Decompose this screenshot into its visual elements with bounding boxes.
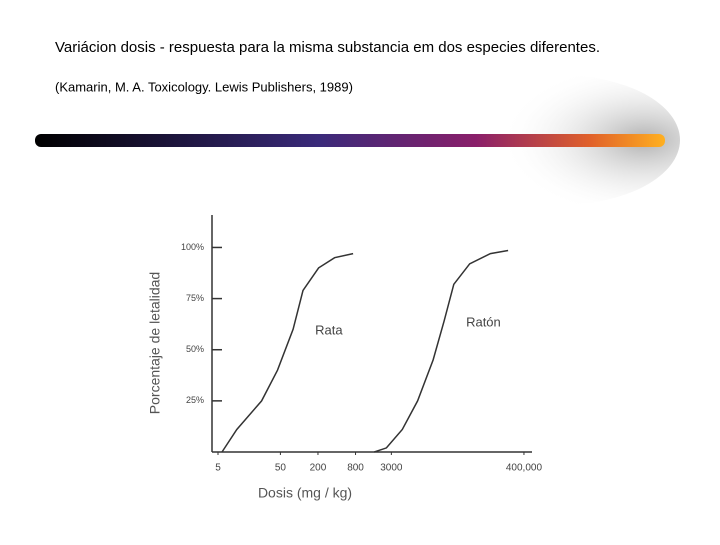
x-tick-label: 200 — [310, 463, 327, 474]
slide-title: Variácion dosis - respuesta para la mism… — [55, 39, 600, 56]
x-tick-label: 400,000 — [506, 463, 543, 474]
series-line — [374, 249, 509, 453]
x-tick-label: 5 — [215, 463, 221, 474]
series-line — [221, 252, 354, 453]
x-tick-label: 800 — [347, 463, 364, 474]
y-tick-label: 75% — [186, 293, 204, 303]
citation: (Kamarin, M. A. Toxicology. Lewis Publis… — [55, 79, 353, 94]
decor-bar — [35, 134, 665, 147]
y-tick-label: 50% — [186, 344, 204, 354]
x-axis-label: Dosis (mg / kg) — [258, 485, 352, 501]
y-tick-label: 100% — [181, 242, 204, 252]
series-label: Rata — [315, 323, 343, 338]
x-tick-label: 3000 — [380, 463, 403, 474]
y-axis-label: Porcentaje de letalidad — [147, 272, 163, 414]
x-tick-label: 50 — [275, 463, 287, 474]
series-label: Ratón — [466, 315, 501, 330]
y-tick-label: 25% — [186, 395, 204, 405]
